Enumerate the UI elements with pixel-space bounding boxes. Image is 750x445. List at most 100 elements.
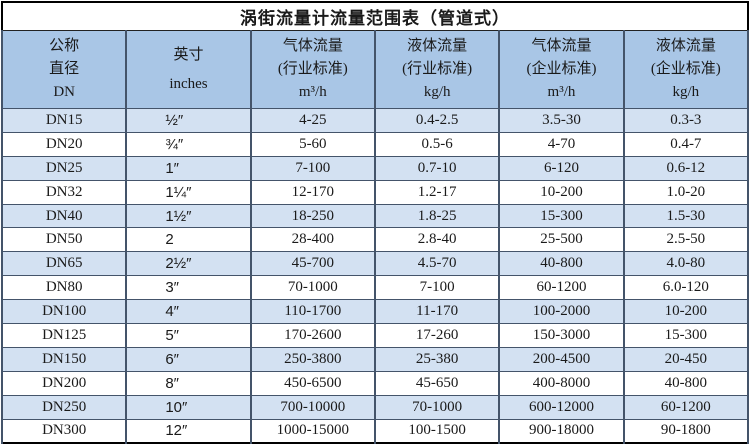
- table-cell-gas-industry: 170-2600: [249, 323, 376, 348]
- table-cell-liquid-enterprise: 0.6-12: [622, 155, 750, 181]
- table-cell-dn: DN300: [0, 418, 128, 444]
- table-cell-gas-industry: 28-400: [249, 227, 376, 253]
- column-header-liquid-enterprise: 液体流量 (企业标准) kg/h: [622, 30, 750, 109]
- table-cell-dn: DN20: [0, 131, 128, 157]
- table-cell-inches: 1½″: [125, 203, 252, 229]
- table-cell-gas-enterprise: 100-2000: [498, 299, 625, 325]
- table-row: DN150 6″ 250-3800 25-380 200-4500 20-450: [0, 346, 750, 372]
- table-row: DN300 12″ 1000-15000 100-1500 900-18000 90-18…: [0, 418, 750, 444]
- table-cell-liquid-enterprise: 60-1200: [622, 394, 750, 420]
- table-cell-gas-enterprise: 40-800: [498, 251, 625, 277]
- table-cell-inches: 10″: [125, 394, 252, 420]
- table-cell-liquid-industry: 25-380: [373, 346, 501, 372]
- table-cell-gas-industry: 45-700: [249, 251, 376, 277]
- table-cell-liquid-industry: 2.8-40: [373, 227, 501, 253]
- column-header-gas-industry: 气体流量 (行业标准) m³/h: [249, 30, 376, 109]
- table-cell-gas-enterprise: 4-70: [498, 131, 625, 157]
- table-cell-inches: 1¼″: [125, 179, 252, 205]
- table-cell-liquid-enterprise: 6.0-120: [622, 275, 750, 301]
- column-header-dn: 公称 直径 DN: [0, 30, 128, 109]
- table-cell-dn: DN100: [0, 299, 128, 325]
- column-header-gas-enterprise: 气体流量 (企业标准) m³/h: [498, 30, 625, 109]
- table-cell-dn: DN250: [0, 394, 128, 420]
- table-cell-dn: DN25: [0, 155, 128, 181]
- table-cell-gas-industry: 700-10000: [249, 394, 376, 420]
- table-row: DN65 2½″ 45-700 4.5-70 40-800 4.0-80: [0, 251, 750, 277]
- table-body: DN15 ½″ 4-25 0.4-2.5 3.5-30 0.3-3 DN20 ¾″ 5-60 0.…: [0, 108, 750, 444]
- table-cell-liquid-industry: 1.2-17: [373, 179, 501, 205]
- table-cell-gas-enterprise: 200-4500: [498, 346, 625, 372]
- table-cell-gas-enterprise: 60-1200: [498, 275, 625, 301]
- table-row: DN50 2 28-400 2.8-40 25-500 2.5-50: [0, 227, 750, 253]
- table-cell-dn: DN200: [0, 370, 128, 396]
- table-cell-dn: DN65: [0, 251, 128, 277]
- table-cell-inches: 12″: [125, 418, 252, 444]
- table-cell-gas-enterprise: 400-8000: [498, 370, 625, 396]
- table-cell-gas-industry: 250-3800: [249, 346, 376, 372]
- table-cell-dn: DN50: [0, 227, 128, 253]
- table-cell-gas-enterprise: 10-200: [498, 179, 625, 205]
- table-cell-gas-industry: 7-100: [249, 155, 376, 181]
- table-cell-inches: 2½″: [125, 251, 252, 277]
- table-row: DN100 4″ 110-1700 11-170 100-2000 10-200: [0, 299, 750, 325]
- table-cell-inches: 2: [125, 227, 252, 253]
- table-cell-liquid-industry: 70-1000: [373, 394, 501, 420]
- table-cell-liquid-enterprise: 20-450: [622, 346, 750, 372]
- table-cell-liquid-industry: 0.7-10: [373, 155, 501, 181]
- table-row: DN32 1¼″ 12-170 1.2-17 10-200 1.0-20: [0, 179, 750, 205]
- table-cell-dn: DN15: [0, 108, 128, 133]
- table-row: DN15 ½″ 4-25 0.4-2.5 3.5-30 0.3-3: [0, 108, 750, 133]
- table-cell-liquid-enterprise: 0.3-3: [622, 108, 750, 133]
- table-cell-gas-enterprise: 150-3000: [498, 323, 625, 348]
- table-cell-inches: 5″: [125, 323, 252, 348]
- table-cell-liquid-industry: 100-1500: [373, 418, 501, 444]
- table-cell-liquid-enterprise: 4.0-80: [622, 251, 750, 277]
- table-cell-gas-industry: 12-170: [249, 179, 376, 205]
- table-cell-liquid-enterprise: 2.5-50: [622, 227, 750, 253]
- table-row: DN20 ¾″ 5-60 0.5-6 4-70 0.4-7: [0, 131, 750, 157]
- table-cell-liquid-industry: 45-650: [373, 370, 501, 396]
- column-header-inches: 英寸 inches: [125, 30, 252, 109]
- table-cell-inches: 1″: [125, 155, 252, 181]
- table-cell-liquid-industry: 4.5-70: [373, 251, 501, 277]
- table-row: DN40 1½″ 18-250 1.8-25 15-300 1.5-30: [0, 203, 750, 229]
- table-cell-gas-industry: 110-1700: [249, 299, 376, 325]
- table-cell-gas-enterprise: 25-500: [498, 227, 625, 253]
- table-cell-liquid-enterprise: 0.4-7: [622, 131, 750, 157]
- table-cell-liquid-industry: 17-260: [373, 323, 501, 348]
- table-cell-gas-enterprise: 900-18000: [498, 418, 625, 444]
- column-header-liquid-industry: 液体流量 (行业标准) kg/h: [373, 30, 501, 109]
- table-cell-liquid-enterprise: 10-200: [622, 299, 750, 325]
- table-cell-inches: 3″: [125, 275, 252, 301]
- table-cell-liquid-enterprise: 1.0-20: [622, 179, 750, 205]
- table-cell-liquid-industry: 7-100: [373, 275, 501, 301]
- table-cell-gas-industry: 450-6500: [249, 370, 376, 396]
- table-cell-liquid-enterprise: 1.5-30: [622, 203, 750, 229]
- table-row: DN80 3″ 70-1000 7-100 60-1200 6.0-120: [0, 275, 750, 301]
- title-row: 涡街流量计流量范围表（管道式）: [2, 2, 748, 31]
- table-cell-liquid-enterprise: 40-800: [622, 370, 750, 396]
- table-cell-liquid-industry: 0.5-6: [373, 131, 501, 157]
- table-cell-liquid-industry: 1.8-25: [373, 203, 501, 229]
- table-row: DN25 1″ 7-100 0.7-10 6-120 0.6-12: [0, 155, 750, 181]
- table-cell-liquid-enterprise: 90-1800: [622, 418, 750, 444]
- table-cell-dn: DN32: [0, 179, 128, 205]
- table-cell-inches: 6″: [125, 346, 252, 372]
- table-cell-dn: DN80: [0, 275, 128, 301]
- table-cell-gas-industry: 1000-15000: [249, 418, 376, 444]
- table-cell-gas-industry: 70-1000: [249, 275, 376, 301]
- table-cell-dn: DN125: [0, 323, 128, 348]
- table-row: DN125 5″ 170-2600 17-260 150-3000 15-300: [0, 323, 750, 348]
- header-row: 公称 直径 DN 英寸 inches 气体流量 (行业标准) m³/h 液体流量 (行业标准) kg…: [0, 30, 750, 109]
- table-cell-inches: ¾″: [125, 131, 252, 157]
- table-cell-gas-enterprise: 6-120: [498, 155, 625, 181]
- table-cell-gas-enterprise: 15-300: [498, 203, 625, 229]
- table-cell-liquid-industry: 11-170: [373, 299, 501, 325]
- table-cell-gas-industry: 4-25: [249, 108, 376, 133]
- table-cell-dn: DN150: [0, 346, 128, 372]
- table-cell-gas-enterprise: 3.5-30: [498, 108, 625, 133]
- table-cell-dn: DN40: [0, 203, 128, 229]
- table-cell-inches: 8″: [125, 370, 252, 396]
